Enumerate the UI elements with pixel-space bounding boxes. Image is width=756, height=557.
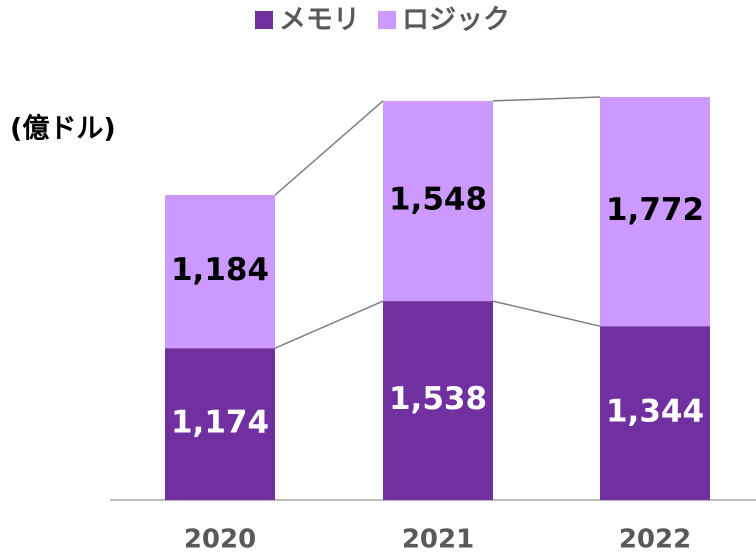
x-tick-label: 2021	[402, 525, 474, 555]
bar-segment	[383, 301, 493, 500]
unit-label: (億ドル)	[10, 114, 116, 145]
legend-swatch	[378, 11, 396, 29]
connector-line	[492, 300, 601, 327]
connector-line	[274, 100, 384, 196]
data-label: 1,174	[171, 405, 269, 441]
connector-line	[274, 300, 384, 349]
legend-label: メモリ	[279, 5, 360, 36]
data-label: 1,344	[606, 394, 704, 430]
bar-segment	[165, 348, 275, 500]
data-label: 1,548	[389, 181, 487, 217]
bar-segment	[600, 97, 710, 327]
legend-label: ロジック	[402, 5, 510, 36]
data-label: 1,184	[171, 252, 269, 288]
bar-segment	[165, 195, 275, 349]
x-tick-label: 2022	[619, 525, 691, 555]
x-tick-label: 2020	[184, 525, 256, 555]
legend-swatch	[255, 11, 273, 29]
bar-segment	[600, 326, 710, 500]
data-label: 1,538	[389, 381, 487, 417]
data-label: 1,772	[606, 192, 704, 228]
bar-segment	[383, 100, 493, 302]
connector-line	[492, 96, 601, 102]
